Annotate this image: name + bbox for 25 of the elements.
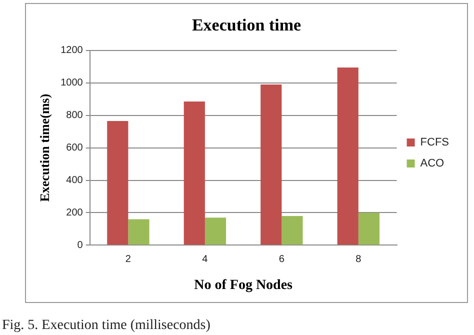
bar [337,67,358,245]
bar [358,212,380,245]
bar [107,121,128,245]
y-tick-label: 800 [66,110,84,122]
bar [282,216,303,245]
x-tick-label: 2 [125,254,132,265]
bar [184,102,205,245]
chart-title: Execution time [192,16,302,35]
bar [128,219,150,245]
y-tick-label: 1200 [60,45,84,56]
y-tick-label: 600 [66,142,84,154]
legend-label: FCFS [420,136,450,149]
bar [260,84,282,245]
x-tick-label: 8 [356,254,362,265]
bar [204,218,226,245]
y-axis-title: Execution time(ms) [37,94,52,202]
y-tick-label: 1000 [60,78,84,89]
caption: Fig. 5. Execution time (milliseconds) [2,318,210,334]
y-tick-label: 200 [66,207,84,218]
y-tick-label: 0 [77,240,84,251]
legend-label: ACO [420,158,445,170]
x-tick-label: 4 [202,254,208,265]
x-tick-label: 6 [278,254,285,265]
y-tick-label: 400 [66,175,84,186]
x-axis-title: No of Fog Nodes [194,278,294,294]
